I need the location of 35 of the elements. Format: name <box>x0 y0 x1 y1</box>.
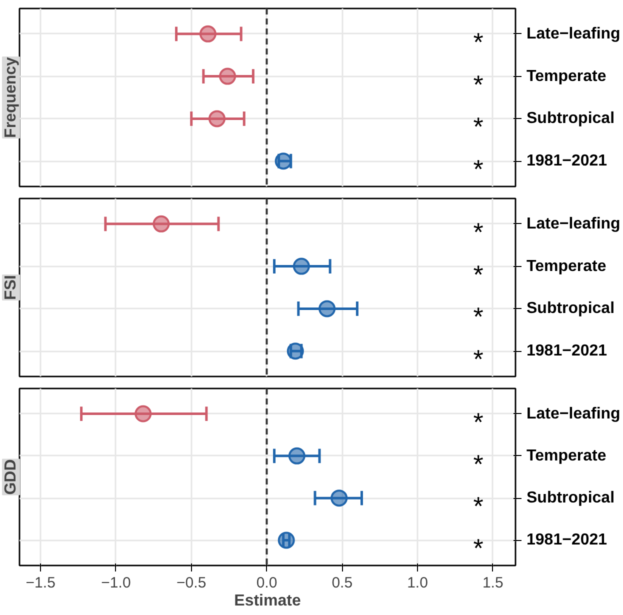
x-tick-label: 0.0 <box>256 574 278 592</box>
y-axis-title: GDD <box>2 459 20 495</box>
y-tick-label: Temperate <box>526 447 606 464</box>
annotation: * <box>473 216 484 247</box>
x-tick-label: 1.0 <box>407 574 428 592</box>
y-tick-label: 1981−2021 <box>526 342 608 360</box>
y-tick-label: Subtropical <box>526 300 615 318</box>
annotation: * <box>473 344 484 374</box>
annotation: * <box>473 112 484 142</box>
x-tick-label: −1.5 <box>26 574 56 592</box>
y-tick-label: Late−leafing <box>526 215 620 232</box>
annotation: * <box>473 491 484 522</box>
y-tick-label: Subtropical <box>526 110 615 128</box>
annotation: * <box>473 259 484 290</box>
y-tick-label: 1981−2021 <box>526 532 608 549</box>
y-tick-label: Temperate <box>526 258 606 275</box>
annotation: * <box>473 533 484 564</box>
y-axis-title: Frequency <box>2 56 20 138</box>
annotation: * <box>473 302 484 332</box>
y-tick-label: 1981−2021 <box>526 152 608 170</box>
annotation: * <box>473 154 484 184</box>
x-tick-label: 0.5 <box>332 574 353 592</box>
y-axis-title: FSI <box>2 275 20 300</box>
annotation: * <box>473 69 484 100</box>
y-tick-label: Subtropical <box>526 490 615 507</box>
y-tick-label: Late−leafing <box>526 405 620 422</box>
annotation: * <box>473 26 484 57</box>
annotation: * <box>473 448 484 479</box>
y-tick-label: Late−leafing <box>526 25 620 42</box>
annotation: * <box>473 406 484 437</box>
y-tick-label: Temperate <box>526 68 606 85</box>
x-tick-label: −0.5 <box>176 574 206 592</box>
x-tick-label: −1.0 <box>101 574 131 592</box>
x-tick-label: 1.5 <box>482 574 504 592</box>
x-axis-title: Estimate <box>234 592 301 610</box>
